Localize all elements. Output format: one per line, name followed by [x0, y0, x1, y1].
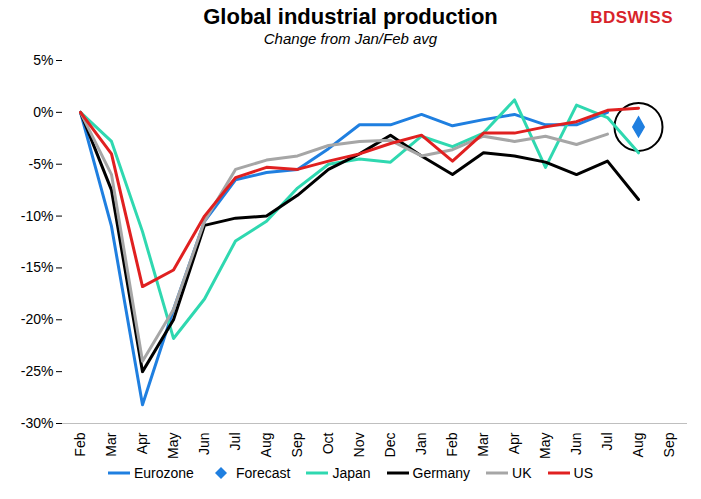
svg-text:Sep: Sep [661, 432, 677, 457]
svg-text:Nov: Nov [351, 433, 367, 458]
svg-text:-15%: -15% [21, 259, 54, 275]
svg-text:Feb: Feb [72, 432, 88, 456]
svg-text:Jan: Jan [413, 433, 429, 456]
svg-text:Jul: Jul [227, 433, 243, 451]
svg-text:Apr: Apr [506, 432, 522, 454]
svg-text:Oct: Oct [320, 432, 336, 454]
svg-text:-5%: -5% [29, 156, 54, 172]
svg-text:-25%: -25% [21, 363, 54, 379]
html-text:Eurozone: Eurozone [134, 465, 194, 481]
svg-text:Jul: Jul [599, 433, 615, 451]
svg-text:Aug: Aug [258, 433, 274, 458]
svg-text:Jun: Jun [196, 433, 212, 456]
html-text:Global industrial production: Global industrial production [203, 4, 498, 29]
html-text:US: US [573, 465, 593, 481]
svg-text:Apr: Apr [134, 432, 150, 454]
html-text:UK: UK [512, 465, 532, 481]
html-text:Change from Jan/Feb avg: Change from Jan/Feb avg [263, 30, 438, 47]
svg-text:May: May [537, 433, 553, 459]
svg-text:Feb: Feb [444, 432, 460, 456]
svg-text:-10%: -10% [21, 208, 54, 224]
html-text:Germany: Germany [412, 465, 471, 481]
svg-text:0%: 0% [33, 104, 53, 120]
svg-text:Aug: Aug [630, 433, 646, 458]
html-text:Japan: Japan [332, 465, 371, 481]
html-text:BDSWISS: BDSWISS [590, 8, 673, 27]
svg-text:Mar: Mar [475, 432, 491, 456]
svg-text:-20%: -20% [21, 311, 54, 327]
svg-text:5%: 5% [33, 52, 53, 68]
svg-text:Mar: Mar [103, 432, 119, 456]
svg-text:May: May [165, 433, 181, 459]
svg-text:-30%: -30% [21, 415, 54, 431]
html-text:Forecast: Forecast [235, 465, 291, 481]
svg-text:Jun: Jun [568, 433, 584, 456]
svg-text:Sep: Sep [289, 432, 305, 457]
svg-text:Dec: Dec [382, 433, 398, 458]
